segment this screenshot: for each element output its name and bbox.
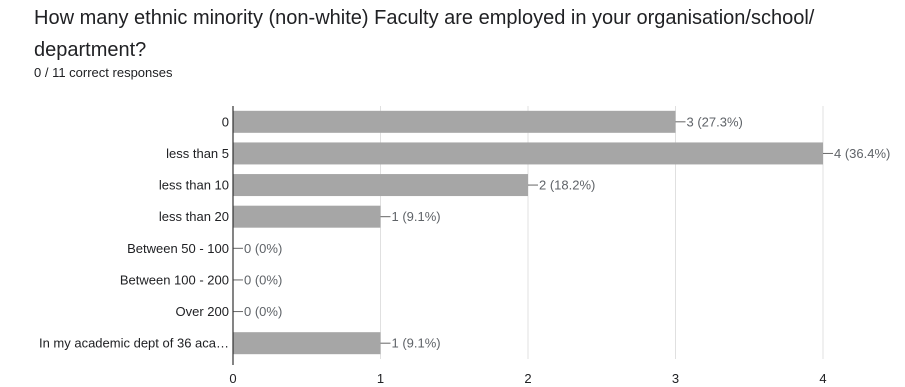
value-label: 1 (9.1%) bbox=[392, 336, 441, 351]
x-tick-label: 4 bbox=[819, 371, 826, 386]
category-label: less than 10 bbox=[159, 178, 229, 193]
value-label: 3 (27.3%) bbox=[687, 114, 743, 129]
category-label: less than 5 bbox=[166, 146, 229, 161]
bar bbox=[233, 205, 381, 228]
value-label: 0 (0%) bbox=[244, 272, 282, 287]
category-label: Between 100 - 200 bbox=[120, 272, 229, 287]
x-tick-label: 2 bbox=[524, 371, 531, 386]
bar bbox=[233, 174, 528, 197]
bar bbox=[233, 110, 676, 133]
value-label: 0 (0%) bbox=[244, 241, 282, 256]
category-label: 0 bbox=[222, 114, 229, 129]
x-tick-label: 1 bbox=[377, 371, 384, 386]
correct-responses-summary: 0 / 11 correct responses bbox=[34, 65, 173, 80]
category-label: less than 20 bbox=[159, 209, 229, 224]
value-label: 0 (0%) bbox=[244, 304, 282, 319]
question-title: How many ethnic minority (non-white) Fac… bbox=[34, 7, 815, 61]
category-label: Between 50 - 100 bbox=[127, 241, 229, 256]
value-label: 2 (18.2%) bbox=[539, 178, 595, 193]
bar bbox=[233, 332, 381, 355]
value-label: 4 (36.4%) bbox=[834, 146, 890, 161]
category-label: In my academic dept of 36 aca… bbox=[39, 336, 229, 351]
x-tick-label: 0 bbox=[229, 371, 236, 386]
bar bbox=[233, 142, 823, 165]
x-tick-label: 3 bbox=[672, 371, 679, 386]
category-label: Over 200 bbox=[176, 304, 229, 319]
value-label: 1 (9.1%) bbox=[392, 209, 441, 224]
